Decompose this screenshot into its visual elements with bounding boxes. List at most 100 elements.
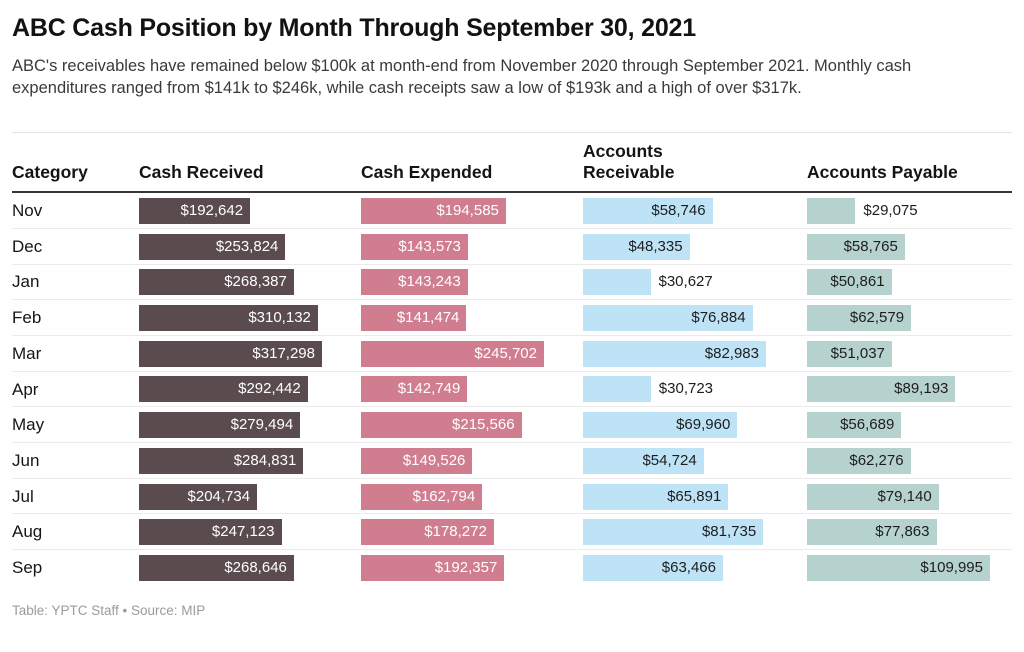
value-bar [361, 233, 468, 260]
table-row: May $279,494 $215,566 $69,960 $56,689 [12, 407, 1012, 444]
value-bar [361, 340, 544, 367]
bar-cell: $292,442 [139, 372, 361, 408]
value-bar [807, 198, 856, 225]
bar-value-label: $317,298 [252, 344, 315, 362]
value-bar [361, 269, 468, 296]
bar-cell: $268,646 [139, 550, 361, 586]
bar-cell: $143,573 [361, 229, 583, 265]
value-bar [361, 519, 494, 546]
bar-cell: $268,387 [139, 265, 361, 301]
table-row: Jan $268,387 $143,243 $30,627 $50,861 [12, 265, 1012, 301]
row-category-label: Feb [12, 308, 42, 328]
bar-value-label: $82,983 [704, 344, 759, 362]
value-bar [807, 269, 892, 296]
bar-cell: $48,335 [583, 229, 807, 265]
bar-cell: $253,824 [139, 229, 361, 265]
table-row: Jun $284,831 $149,526 $54,724 $62,276 [12, 443, 1012, 479]
bar-cell: $69,960 [583, 407, 807, 443]
table-row: Dec $253,824 $143,573 $48,335 $58,765 [12, 229, 1012, 265]
page-title: ABC Cash Position by Month Through Septe… [12, 14, 696, 42]
value-bar [583, 233, 690, 260]
bar-cell: $141,474 [361, 300, 583, 336]
value-bar [583, 305, 753, 332]
bar-cell: $79,140 [807, 479, 1012, 515]
chart-page: ABC Cash Position by Month Through Septe… [12, 14, 1012, 618]
bar-cell: $58,765 [807, 229, 1012, 265]
table-row: Sep $268,646 $192,357 $63,466 $109,995 [12, 550, 1012, 586]
column-header-accounts-payable: Accounts Payable [807, 161, 958, 182]
row-category-label: Sep [12, 557, 43, 577]
value-bar [361, 305, 467, 332]
bar-cell: $30,627 [583, 265, 807, 301]
bar-value-label: $69,960 [676, 416, 731, 434]
bar-cell: $162,794 [361, 479, 583, 515]
bar-cell: $247,123 [139, 514, 361, 550]
bar-cell: $89,193 [807, 372, 1012, 408]
bar-value-label: $245,702 [474, 344, 537, 362]
value-bar [807, 519, 937, 546]
bar-value-label: $77,863 [875, 523, 930, 541]
table-row: Apr $292,442 $142,749 $30,723 $89,193 [12, 372, 1012, 408]
row-category-label: Jan [12, 272, 40, 292]
bar-cell: $30,723 [583, 372, 807, 408]
value-bar [361, 483, 483, 510]
bar-cell: $204,734 [139, 479, 361, 515]
row-category-label: Jun [12, 450, 40, 470]
bar-cell: $310,132 [139, 300, 361, 336]
value-bar [807, 340, 892, 367]
value-bar [139, 554, 294, 581]
bar-cell: $56,689 [807, 407, 1012, 443]
bar-value-label: $142,749 [397, 380, 461, 398]
table-row: Jul $204,734 $162,794 $65,891 $79,140 [12, 479, 1012, 515]
bar-cell: $63,466 [583, 550, 807, 586]
table-row: Nov $192,642 $194,585 $58,746 $29,075 [12, 193, 1012, 229]
table-row: Feb $310,132 $141,474 $76,884 $62,579 [12, 300, 1012, 336]
value-bar [583, 554, 723, 581]
value-bar [583, 269, 651, 296]
bar-cell: $65,891 [583, 479, 807, 515]
value-bar [583, 198, 713, 225]
bar-value-label: $143,573 [398, 237, 461, 255]
value-bar [139, 519, 282, 546]
value-bar [807, 447, 911, 474]
bar-cell: $245,702 [361, 336, 583, 372]
value-bar [139, 483, 258, 510]
bar-cell: $62,276 [807, 443, 1012, 479]
bar-cell: $50,861 [807, 265, 1012, 301]
bar-value-label: $141,474 [396, 309, 460, 327]
bar-value-label: $63,466 [661, 558, 716, 576]
table-row: Mar $317,298 $245,702 $82,983 $51,037 [12, 336, 1012, 372]
bar-value-label: $279,494 [230, 416, 294, 434]
bar-value-label: $268,646 [224, 558, 287, 576]
bar-value-label: $76,884 [691, 309, 746, 327]
bar-value-label: $30,627 [658, 273, 713, 291]
bar-value-label: $284,831 [233, 451, 297, 469]
row-category-label: May [12, 415, 45, 435]
bar-value-label: $192,357 [434, 558, 498, 576]
row-category-label: Aug [12, 522, 43, 542]
bar-cell: $284,831 [139, 443, 361, 479]
value-bar [583, 483, 729, 510]
cash-position-table: Category Cash Received Cash Expended Acc… [12, 131, 1012, 586]
value-bar [361, 412, 522, 439]
bar-value-label: $149,526 [402, 451, 466, 469]
bar-cell: $62,579 [807, 300, 1012, 336]
value-bar [583, 412, 738, 439]
bar-value-label: $56,689 [840, 416, 895, 434]
bar-cell: $82,983 [583, 336, 807, 372]
bar-cell: $192,357 [361, 550, 583, 586]
value-bar [139, 447, 304, 474]
value-bar [139, 340, 322, 367]
bar-value-label: $109,995 [920, 558, 983, 576]
bar-cell: $142,749 [361, 372, 583, 408]
bar-value-label: $178,272 [424, 523, 487, 541]
value-bar [807, 376, 956, 403]
bar-cell: $192,642 [139, 193, 361, 229]
bar-cell: $178,272 [361, 514, 583, 550]
column-header-category: Category [12, 161, 88, 182]
bar-cell: $143,243 [361, 265, 583, 301]
value-bar [583, 340, 766, 367]
bar-cell: $51,037 [807, 336, 1012, 372]
bar-value-label: $62,579 [849, 309, 905, 327]
bar-cell: $54,724 [583, 443, 807, 479]
